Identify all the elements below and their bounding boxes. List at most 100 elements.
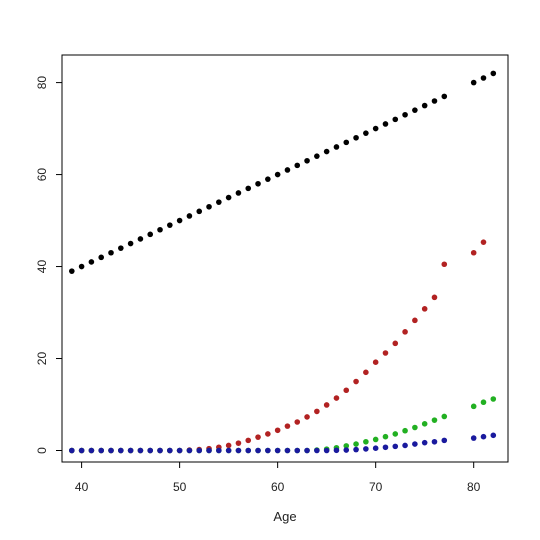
data-point [431, 294, 438, 301]
data-point [186, 213, 193, 219]
data-point [412, 107, 418, 113]
series-1 [69, 70, 497, 274]
data-point [206, 447, 212, 454]
y-tick-label: 40 [35, 260, 49, 274]
data-point [157, 447, 163, 454]
data-point [382, 444, 389, 451]
data-point [480, 399, 487, 406]
data-point [235, 447, 242, 454]
data-point [147, 447, 154, 454]
data-point [304, 157, 310, 164]
data-point [88, 447, 95, 454]
y-tick-label: 60 [35, 168, 49, 182]
data-point [412, 424, 418, 431]
x-tick-label: 40 [75, 480, 89, 494]
x-tick-label: 70 [369, 480, 383, 494]
data-point [353, 441, 359, 447]
data-point [412, 317, 418, 324]
data-point [118, 447, 124, 454]
data-point [480, 433, 487, 440]
data-point [490, 70, 497, 77]
data-point [255, 447, 261, 454]
data-point [304, 414, 310, 420]
data-point [343, 139, 350, 146]
data-point [245, 185, 252, 192]
data-point [392, 443, 399, 450]
data-point [431, 438, 438, 445]
data-point [441, 93, 448, 100]
data-point [98, 447, 105, 454]
x-tick-label: 60 [271, 480, 285, 494]
data-point [333, 144, 340, 150]
data-point [353, 446, 359, 453]
data-point [333, 395, 340, 401]
data-point [343, 387, 350, 394]
data-point [294, 419, 301, 425]
data-point [470, 249, 477, 256]
data-point [196, 208, 203, 215]
data-point [382, 433, 389, 440]
y-tick-label: 0 [35, 447, 49, 454]
data-point [402, 329, 408, 335]
x-tick-label: 80 [467, 480, 481, 494]
data-point [323, 148, 330, 155]
data-point [431, 98, 438, 104]
data-point [353, 378, 359, 385]
data-point [372, 436, 379, 443]
data-point [137, 447, 144, 454]
data-point [490, 432, 497, 439]
data-point [382, 121, 389, 127]
data-point [235, 440, 242, 446]
data-point [245, 447, 252, 454]
x-axis-title: Age [273, 509, 296, 524]
series-4 [69, 432, 497, 454]
data-point [225, 194, 232, 201]
data-point [137, 236, 144, 242]
data-point [294, 447, 301, 454]
data-point [98, 254, 105, 261]
data-point [88, 259, 95, 265]
x-tick-label: 50 [173, 480, 187, 494]
data-point [363, 438, 369, 445]
y-axis: 0 20 40 60 80 [35, 76, 63, 454]
data-point [421, 102, 428, 109]
data-point [167, 222, 173, 228]
data-point [196, 447, 203, 454]
data-point [245, 437, 252, 444]
data-point [480, 239, 487, 245]
data-point [118, 245, 124, 251]
data-point [216, 447, 222, 454]
data-point [372, 445, 379, 452]
data-point [265, 176, 271, 182]
data-point [343, 443, 350, 449]
data-point [343, 447, 350, 453]
data-point [363, 369, 369, 376]
plot-frame [61, 54, 509, 463]
data-point [490, 396, 497, 402]
data-point [108, 249, 114, 256]
data-point [470, 79, 477, 86]
data-point [274, 171, 281, 178]
data-point [78, 263, 85, 270]
data-point [441, 261, 448, 268]
data-point [216, 199, 222, 205]
data-point [421, 421, 428, 427]
data-point [372, 359, 379, 366]
data-point [294, 162, 301, 169]
data-point [314, 408, 320, 415]
data-point [225, 447, 232, 454]
data-point [392, 116, 399, 123]
data-point [304, 447, 310, 454]
data-point [363, 130, 369, 136]
series-3 [69, 396, 497, 454]
data-point [441, 413, 448, 420]
data-point [235, 190, 242, 196]
data-point [176, 217, 183, 224]
data-point [167, 447, 173, 454]
x-axis: 40 50 60 70 80 [75, 461, 481, 494]
data-point [314, 447, 320, 454]
data-point [127, 447, 134, 454]
y-tick-label: 20 [35, 352, 49, 366]
data-point [284, 167, 291, 173]
